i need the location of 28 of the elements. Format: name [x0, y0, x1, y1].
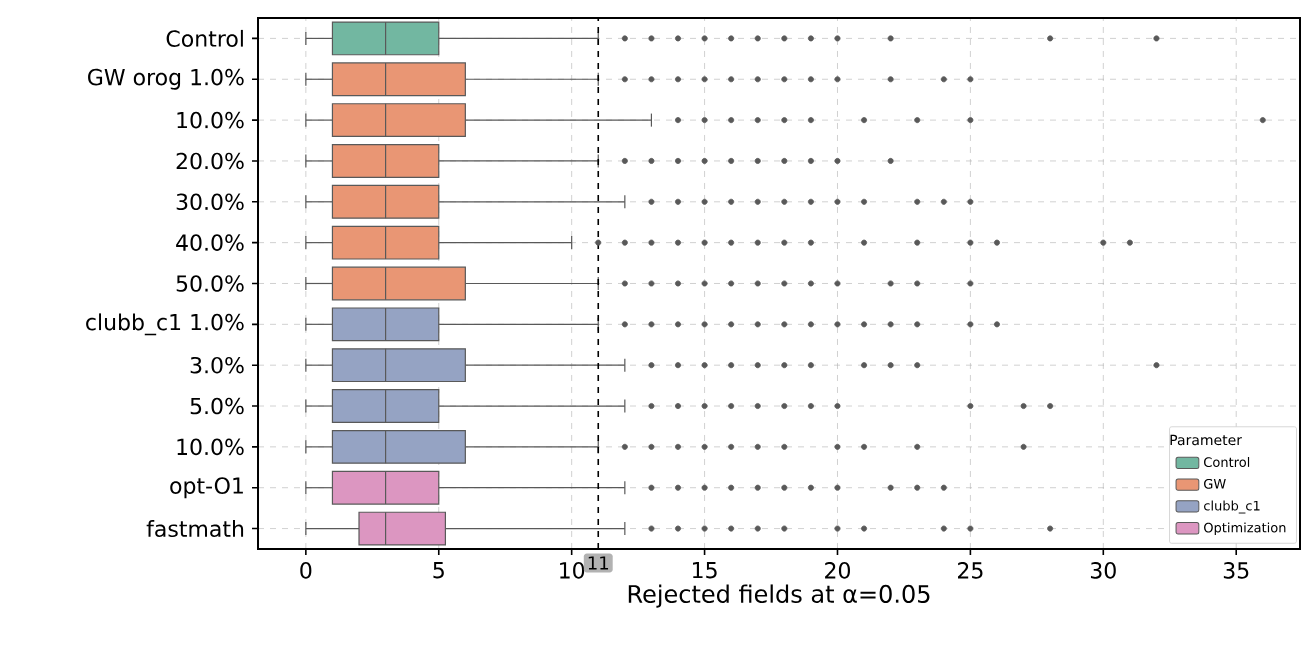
- legend-label: Optimization: [1204, 522, 1286, 535]
- y-tick-label: 5.0%: [190, 397, 244, 415]
- x-axis-title: Rejected fields at α=0.05: [628, 584, 930, 608]
- y-tick-label: 10.0%: [177, 111, 244, 129]
- legend-title: Parameter: [1170, 434, 1242, 446]
- y-tick-label: 10.0%: [177, 438, 244, 456]
- legend-label: GW: [1204, 478, 1226, 489]
- x-tick-label: 20: [825, 562, 850, 579]
- y-tick-label: fastmath: [146, 520, 244, 538]
- x-tick-label: 30: [1090, 562, 1116, 579]
- x-tick-label: 15: [693, 562, 717, 579]
- y-tick-label: clubb_c1 1.0%: [86, 313, 244, 336]
- x-tick-label: 10: [560, 562, 585, 579]
- ref-line-label: 11: [588, 556, 609, 570]
- y-tick-label: 20.0%: [176, 152, 244, 170]
- y-tick-label: Control: [166, 29, 243, 47]
- y-tick-label: 30.0%: [176, 193, 244, 211]
- y-tick-label: 3.0%: [190, 356, 244, 374]
- x-tick-label: 25: [958, 562, 983, 579]
- y-tick-label: 50.0%: [176, 275, 244, 292]
- y-tick-label: opt-O1: [170, 477, 243, 499]
- x-tick-label: 35: [1223, 562, 1249, 579]
- y-tick-label: 40.0%: [176, 234, 244, 251]
- legend-label: clubb_c1: [1204, 500, 1260, 514]
- x-tick-label: 5: [433, 562, 444, 579]
- y-tick-label: GW orog 1.0%: [88, 68, 244, 90]
- legend-label: Control: [1204, 457, 1250, 468]
- x-tick-label: 0: [300, 562, 312, 579]
